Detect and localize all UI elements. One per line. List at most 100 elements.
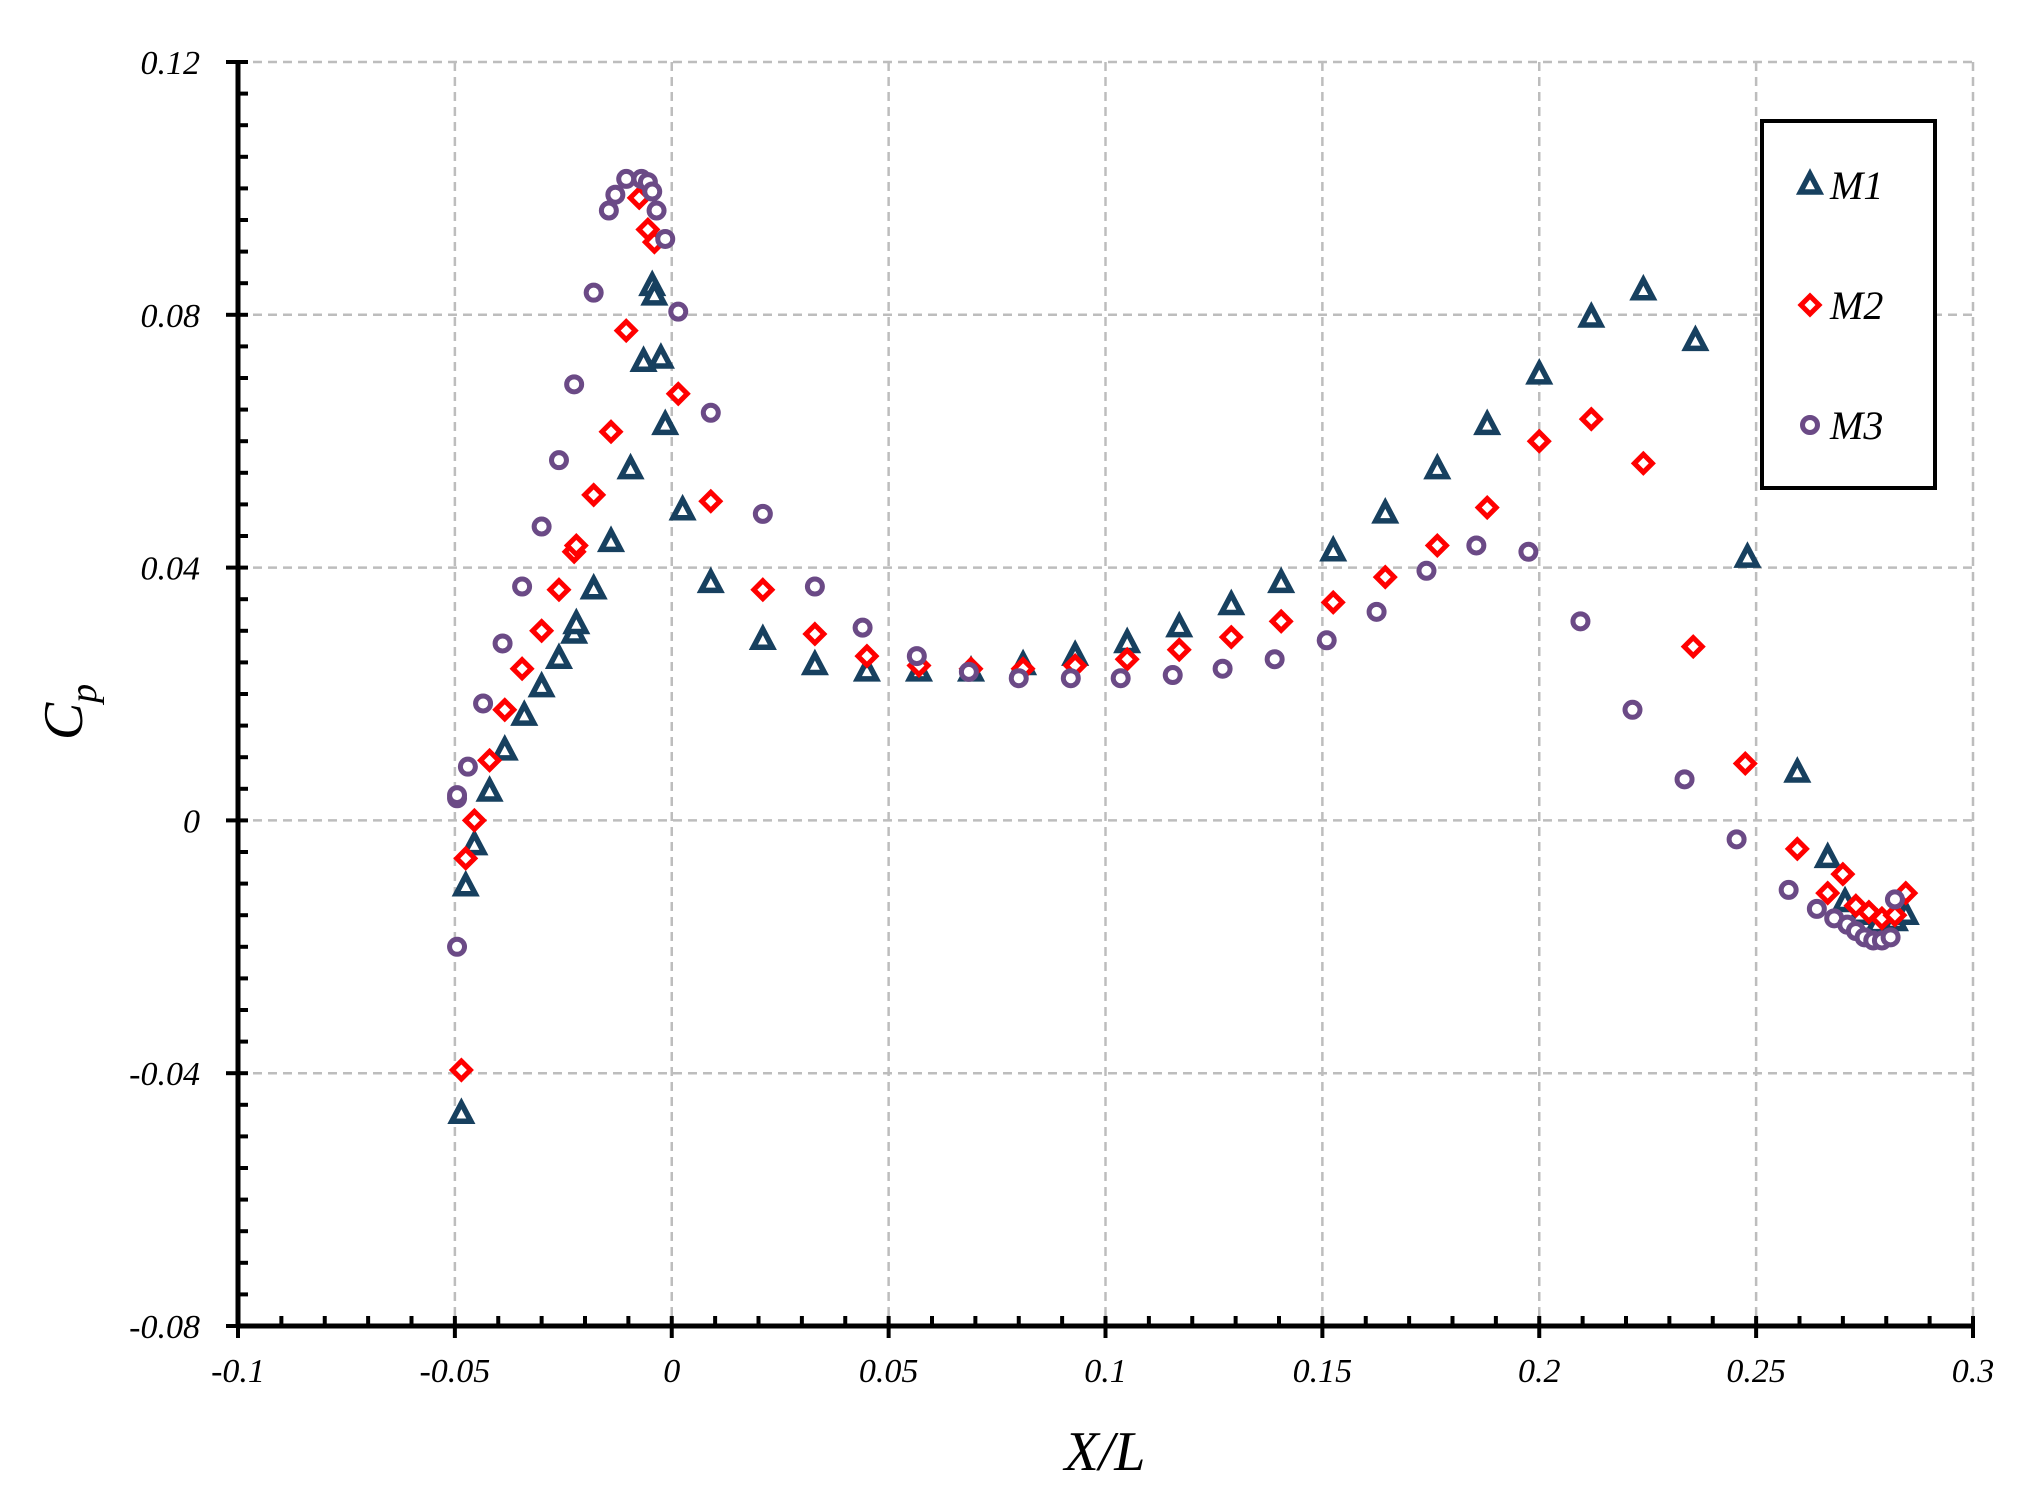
- data-point-M1: [800, 648, 829, 676]
- data-point-M1: [1267, 566, 1296, 594]
- data-point-M1: [544, 642, 574, 669]
- data-point-M2: [581, 482, 607, 508]
- data-point-M1: [1217, 588, 1246, 616]
- data-point-M1: [527, 670, 556, 698]
- data-point-M1: [668, 493, 697, 521]
- data-point-M3: [1518, 541, 1539, 562]
- data-point-M3: [1060, 668, 1081, 689]
- data-point-M2: [698, 488, 724, 514]
- data-point-M1: [1371, 496, 1400, 524]
- legend: M1 M2 M3: [1760, 119, 1937, 490]
- data-point-M1: [475, 775, 504, 802]
- data-point-M2: [1578, 406, 1604, 432]
- x-tick-labels: -0.1 -0.05 0 0.05 0.1 0.15 0.2 0.25 0.3: [211, 1353, 1994, 1390]
- data-point-M2: [492, 697, 518, 723]
- legend-label-M1: M1: [1829, 163, 1883, 208]
- x-tick-label: -0.05: [419, 1353, 490, 1390]
- data-point-M1: [640, 278, 669, 306]
- data-point-M1: [1733, 541, 1762, 568]
- data-point-M2: [563, 532, 589, 559]
- data-point-M2: [750, 577, 776, 603]
- data-point-M1: [510, 699, 539, 726]
- data-point-M3: [958, 661, 979, 682]
- x-tick-label: 0.3: [1952, 1353, 1995, 1390]
- data-point-M1: [596, 525, 626, 553]
- y-tick-labels: -0.08 -0.04 0 0.04 0.08 0.12: [129, 45, 200, 1346]
- data-point-M2: [1268, 608, 1294, 634]
- data-point-M3: [1110, 668, 1131, 689]
- data-point-M2: [1882, 902, 1908, 928]
- data-point-M1: [1783, 756, 1812, 783]
- data-point-M2: [854, 643, 880, 669]
- data-point-M3: [752, 503, 773, 524]
- data-point-M3: [512, 576, 533, 597]
- data-point-M1: [1473, 408, 1502, 436]
- legend-label-M3: M3: [1829, 403, 1883, 448]
- x-tick-label: 0.25: [1726, 1353, 1786, 1390]
- data-point-M2: [448, 1057, 474, 1083]
- data-point-M2: [1732, 750, 1758, 777]
- data-point-M1: [646, 342, 675, 369]
- data-point-M3: [1212, 658, 1233, 679]
- data-point-M2: [1830, 861, 1856, 887]
- data-point-M2: [1166, 637, 1192, 663]
- data-point-M2: [1372, 564, 1398, 590]
- data-point-M1: [579, 572, 608, 600]
- data-point-M3: [1570, 611, 1591, 632]
- data-point-M1: [651, 408, 680, 436]
- data-point-M2: [1526, 428, 1552, 454]
- legend-marker-M1: [1795, 168, 1825, 195]
- data-point-M3: [1778, 879, 1799, 900]
- data-point-M1: [451, 869, 480, 897]
- y-axis-title-sub: p: [63, 684, 105, 706]
- y-axis-title: Cp: [33, 684, 105, 740]
- data-point-M3: [447, 936, 468, 957]
- data-point-M1: [1525, 357, 1554, 385]
- data-point-M2: [1843, 893, 1869, 919]
- x-axis-title: X/L: [1063, 1421, 1146, 1483]
- y-tick-label: 0.08: [141, 298, 201, 335]
- data-point-M1: [490, 733, 519, 761]
- x-tick-label: -0.1: [211, 1353, 265, 1390]
- data-point-M1: [1319, 534, 1348, 562]
- data-point-M3: [473, 693, 494, 714]
- x-tick-label: 0.2: [1518, 1353, 1561, 1390]
- data-point-M3: [642, 181, 663, 202]
- data-point-M3: [1726, 829, 1747, 850]
- data-point-M1: [1165, 610, 1194, 638]
- data-point-M3: [1416, 560, 1437, 581]
- data-point-M3: [1884, 889, 1905, 910]
- data-point-M2: [477, 747, 503, 773]
- data-point-M2: [1680, 634, 1706, 660]
- data-point-M3: [655, 228, 676, 249]
- data-point-M3: [1366, 601, 1387, 622]
- axes: [226, 60, 1975, 1338]
- data-point-M3: [1622, 699, 1643, 720]
- data-point-M2: [598, 419, 624, 445]
- data-point-M3: [668, 301, 689, 322]
- data-point-M3: [1008, 668, 1029, 689]
- data-point-M1: [562, 607, 591, 635]
- legend-label-M2: M2: [1829, 283, 1883, 328]
- data-point-M2: [529, 618, 555, 644]
- data-point-M2: [546, 577, 572, 603]
- data-point-M1: [1813, 841, 1842, 869]
- data-point-M3: [1466, 535, 1487, 556]
- legend-box: [1760, 119, 1937, 490]
- data-point-M2: [461, 807, 487, 833]
- data-point-M2: [1630, 450, 1656, 476]
- data-point-M3: [583, 282, 604, 303]
- data-point-M3: [598, 200, 619, 221]
- data-point-M2: [1114, 646, 1140, 672]
- x-tick-label: 0: [663, 1353, 680, 1390]
- x-tick-label: 0.1: [1084, 1353, 1127, 1390]
- y-tick-label: 0: [183, 803, 200, 840]
- legend-marker-M3: [1800, 415, 1820, 435]
- data-point-M2: [802, 621, 828, 647]
- data-point-M3: [1316, 630, 1337, 651]
- data-point-M3: [852, 617, 873, 638]
- y-axis-title-main: C: [33, 702, 95, 740]
- data-point-M2: [1815, 880, 1841, 906]
- data-point-M3: [1162, 665, 1183, 686]
- data-point-M3: [646, 200, 667, 221]
